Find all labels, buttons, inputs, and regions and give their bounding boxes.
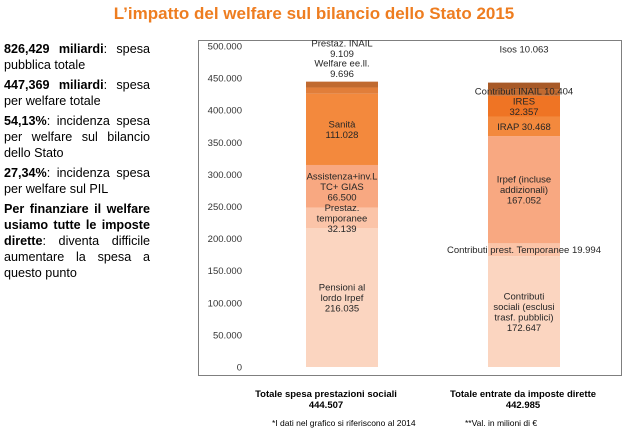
category-label-spesa: Totale spesa prestazioni sociali 444.507 (236, 389, 416, 411)
summary-item-incidenza-bilancio: 54,13%: incidenza spesa per welfare sul … (4, 113, 150, 161)
summary-item-spesa-totale: 826,429 miliardi: spesa pubblica totale (4, 41, 150, 73)
summary-item-spesa-welfare: 447,369 miliardi: spesa per welfare tota… (4, 77, 150, 109)
footnote-units: **Val. in milioni di € (465, 418, 538, 428)
y-tick-label: 400.000 (208, 106, 242, 117)
bar-segment (306, 164, 378, 208)
bar-segment (488, 243, 560, 257)
category-label-entrate: Totale entrate da imposte dirette 442.98… (428, 389, 618, 411)
y-tick-label: 300.000 (208, 170, 242, 181)
summary-text: : spesa per welfare totale (4, 78, 150, 108)
data-label: Prestaz. temporanee 32.139 (317, 203, 368, 235)
summary-item-conclusione: Per finanziare il welfare usiamo tutte l… (4, 201, 150, 281)
bar-segment (306, 87, 378, 94)
summary-value: 447,369 (4, 78, 50, 92)
data-label: Pensioni al lordo Irpef 216.035 (319, 283, 365, 315)
y-tick-label: 250.000 (208, 202, 242, 213)
data-label: Isos 10.063 (499, 45, 548, 56)
bar-segment (488, 256, 560, 367)
page-title: L’impatto del welfare sul bilancio dello… (113, 4, 515, 23)
bar-segment (306, 81, 378, 88)
summary-text: : incidenza spesa per welfare sul bilanc… (4, 114, 150, 160)
footnote-data-year: *I dati nel grafico si riferiscono al 20… (272, 418, 416, 428)
data-label: Contributi INAIL 10.404 (475, 87, 573, 98)
category-total: 444.507 (308, 400, 344, 411)
data-label: Contributi prest. Temporanee 19.994 (447, 245, 601, 256)
data-label: Prestaz. INAIL 9.109 (311, 40, 372, 60)
data-label: IRAP 30.468 (497, 122, 551, 133)
y-tick-label: 200.000 (208, 234, 242, 245)
summary-unit: miliardi (58, 42, 104, 56)
bar-segment (488, 136, 560, 244)
summary-value: 826,429 (4, 42, 50, 56)
data-label: Sanità 111.028 (326, 120, 359, 141)
data-label: Welfare ee.ll. 9.696 (314, 58, 369, 80)
stacked-bar-chart: 0 50.000 100.000 150.000 200.000 250.000 300.0… (208, 40, 601, 374)
y-tick-label: 150.000 (208, 266, 242, 277)
category-total: 442.985 (505, 400, 541, 411)
y-tick-label: 0 (237, 363, 242, 374)
y-tick-label: 500.000 (208, 42, 242, 53)
summary-text: : incidenza spesa per welfare sul PIL (4, 166, 150, 196)
bar-segment (488, 95, 560, 117)
category-title: Totale spesa prestazioni sociali (255, 389, 397, 400)
data-label: Contributi sociali (esclusi trasf. pubblic… (493, 291, 554, 334)
bar-segment (306, 207, 378, 229)
bar-segment (488, 116, 560, 137)
bar-segment (488, 89, 560, 96)
chart-frame (198, 40, 622, 376)
y-tick-label: 100.000 (208, 298, 242, 309)
data-label: IRES 32.357 (509, 96, 538, 118)
data-label: Irpef (incluse addizionali) 167.052 (497, 175, 551, 207)
summary-text: : spesa pubblica totale (4, 42, 150, 72)
summary-item-incidenza-pil: 27,34%: incidenza spesa per welfare sul … (4, 165, 150, 197)
summary-value: 54,13% (4, 114, 47, 128)
summary-panel: 826,429 miliardi: spesa pubblica totale … (4, 41, 150, 285)
bar-segment (306, 93, 378, 165)
summary-value: Per finanziare il welfare usiamo tutte l… (4, 202, 150, 248)
category-title: Totale entrate da imposte dirette (449, 389, 597, 400)
y-tick-label: 450.000 (208, 74, 242, 85)
y-tick-label: 350.000 (208, 138, 242, 149)
summary-value: 27,34% (4, 166, 47, 180)
data-label: Assistenza+inv.L TC+ GIAS 66.500 (307, 171, 378, 203)
summary-text: : diventa difficile aumentare la spesa a… (4, 234, 150, 280)
bar-segment (488, 82, 560, 90)
bar-segment (306, 228, 378, 367)
y-tick-label: 50.000 (213, 330, 242, 341)
summary-unit: miliardi (58, 78, 104, 92)
